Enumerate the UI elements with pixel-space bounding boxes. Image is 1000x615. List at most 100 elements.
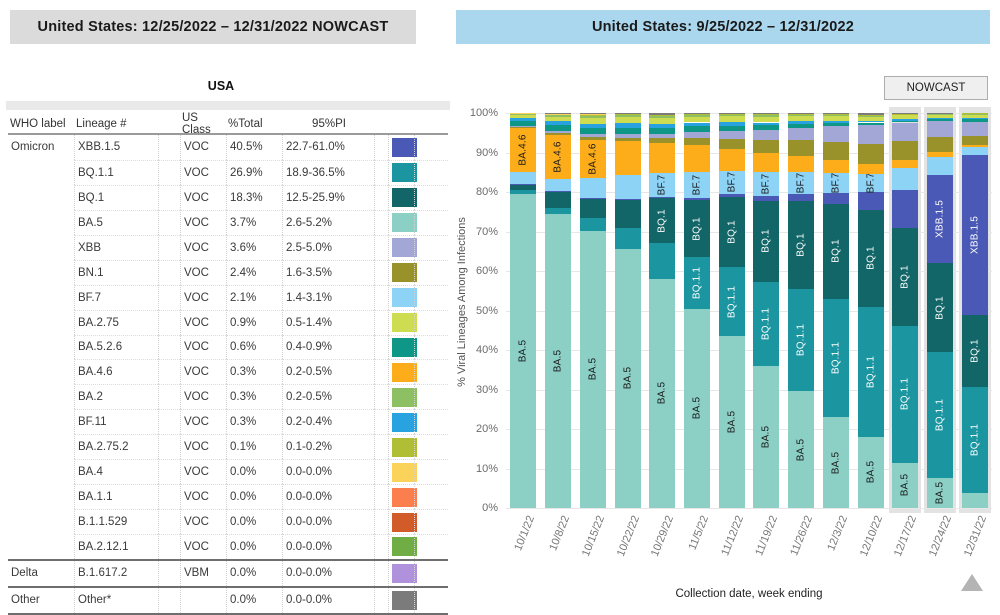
segment-XBB.1.5[interactable] xyxy=(649,196,676,198)
segment-BF.7[interactable]: BF.7 xyxy=(718,170,745,194)
segment-XBB[interactable] xyxy=(614,134,641,138)
segment-BA.2[interactable] xyxy=(683,114,710,117)
segment-BA.5[interactable]: BA.5 xyxy=(545,213,572,508)
segment-BA.2.75[interactable] xyxy=(579,117,606,124)
segment-BF.7[interactable]: BF.7 xyxy=(683,172,710,198)
segment-BN.1[interactable] xyxy=(753,139,780,153)
segment-BA.2.75.2[interactable] xyxy=(753,114,780,115)
segment-BN.1[interactable] xyxy=(718,138,745,149)
segment-BA.2[interactable] xyxy=(614,114,641,117)
segment-BQ.1.1[interactable]: BQ.1.1 xyxy=(718,267,745,337)
segment-BA.2.75[interactable] xyxy=(614,116,641,123)
segment-BA.2[interactable] xyxy=(718,114,745,117)
segment-BA.5[interactable]: BA.5 xyxy=(718,336,745,508)
segment-BA.2.75[interactable] xyxy=(788,115,815,122)
segment-BA.2[interactable] xyxy=(857,115,884,117)
segment-BF.7[interactable] xyxy=(926,156,953,175)
segment-BQ.1[interactable]: BQ.1 xyxy=(822,203,849,299)
segment-BA.2.75[interactable] xyxy=(649,117,676,125)
segment-Other[interactable] xyxy=(579,113,606,115)
bar-10/8/22[interactable]: BA.5 BA.4.6 xyxy=(545,113,572,508)
segment-BQ.1.1[interactable] xyxy=(614,227,641,249)
segment-BA.2.75.2[interactable] xyxy=(683,113,710,115)
segment-BF.11[interactable] xyxy=(614,122,641,128)
segment-BA.2[interactable] xyxy=(822,114,849,116)
segment-BN.1[interactable] xyxy=(545,133,572,136)
segment-BQ.1.1[interactable] xyxy=(649,243,676,279)
segment-BF.11[interactable] xyxy=(579,123,606,129)
bar-10/22/22[interactable]: BA.5 xyxy=(614,113,641,508)
segment-BA.5[interactable]: BA.5 xyxy=(822,417,849,508)
segment-BA.5[interactable]: BA.5 xyxy=(683,308,710,508)
segment-BA.5[interactable]: BA.5 xyxy=(649,278,676,508)
segment-BA.2[interactable] xyxy=(961,113,988,115)
segment-BQ.1[interactable]: BQ.1 xyxy=(857,209,884,307)
segment-BA.4.6[interactable] xyxy=(753,152,780,173)
segment-BF.7[interactable] xyxy=(579,178,606,198)
segment-BF.11[interactable] xyxy=(718,122,745,126)
segment-BF.7[interactable] xyxy=(614,175,641,199)
segment-BA.2.75[interactable] xyxy=(510,114,537,119)
segment-BN.1[interactable] xyxy=(614,137,641,142)
segment-BA.5.2.6[interactable] xyxy=(579,128,606,135)
segment-XBB.1.5[interactable] xyxy=(857,192,884,210)
segment-BF.11[interactable] xyxy=(753,122,780,126)
segment-BQ.1.1[interactable] xyxy=(510,190,537,194)
segment-BQ.1[interactable]: BQ.1 xyxy=(926,263,953,352)
segment-BA.2[interactable] xyxy=(892,114,919,116)
segment-BF.11[interactable] xyxy=(892,119,919,121)
segment-BA.2.75.2[interactable] xyxy=(822,113,849,115)
segment-BA.2.75.2[interactable] xyxy=(614,113,641,115)
segment-BA.5.2.6[interactable] xyxy=(683,126,710,132)
segment-BA.5[interactable]: BA.5 xyxy=(926,478,953,508)
bar-12/10/22[interactable]: BA.5 BQ.1.1 BQ.1 BF.7 xyxy=(857,113,884,508)
segment-XBB[interactable] xyxy=(510,126,537,128)
segment-BA.2.75[interactable] xyxy=(822,115,849,121)
segment-XBB[interactable] xyxy=(579,134,606,138)
segment-BA.2.75[interactable] xyxy=(926,114,953,119)
segment-BA.4.6[interactable] xyxy=(822,160,849,174)
segment-BF.7[interactable]: BF.7 xyxy=(822,173,849,193)
segment-BF.7[interactable]: BF.7 xyxy=(753,172,780,196)
segment-BF.11[interactable] xyxy=(961,118,988,120)
segment-BA.2.75[interactable] xyxy=(857,116,884,121)
segment-XBB[interactable] xyxy=(788,127,815,141)
segment-BA.4.6[interactable] xyxy=(649,143,676,174)
segment-BA.5[interactable]: BA.5 xyxy=(510,193,537,508)
segment-BN.1[interactable] xyxy=(892,141,919,161)
segment-BN.1[interactable] xyxy=(926,137,953,153)
segment-BQ.1[interactable]: BQ.1 xyxy=(892,227,919,327)
segment-BA.2.75[interactable] xyxy=(683,116,710,123)
segment-Other[interactable] xyxy=(788,113,815,114)
segment-BF.11[interactable] xyxy=(649,124,676,129)
segment-BA.2[interactable] xyxy=(510,114,537,115)
segment-BA.4.6[interactable] xyxy=(857,163,884,175)
bar-12/31/22[interactable]: BQ.1.1 BQ.1 XBB.1.5 xyxy=(961,113,988,508)
segment-XBB.1.5[interactable] xyxy=(892,190,919,228)
bar-12/17/22[interactable]: BA.5 BQ.1.1 BQ.1 xyxy=(892,113,919,508)
segment-BA.5.2.6[interactable] xyxy=(961,119,988,122)
segment-XBB[interactable] xyxy=(961,121,988,136)
segment-BA.2[interactable] xyxy=(545,115,572,117)
segment-BA.4.6[interactable] xyxy=(788,156,815,172)
segment-BN.1[interactable] xyxy=(857,144,884,164)
segment-BA.2.75.2[interactable] xyxy=(788,113,815,115)
segment-XBB[interactable] xyxy=(822,126,849,143)
segment-BQ.1.1[interactable]: BQ.1.1 xyxy=(822,298,849,418)
segment-BF.7[interactable]: BF.7 xyxy=(649,173,676,197)
segment-BA.5.2.6[interactable] xyxy=(753,125,780,130)
segment-BA.5[interactable]: BA.5 xyxy=(892,462,919,508)
bar-12/3/22[interactable]: BA.5 BQ.1.1 BQ.1 BF.7 xyxy=(822,113,849,508)
segment-XBB[interactable] xyxy=(545,131,572,134)
segment-BA.4.6[interactable]: BA.4.6 xyxy=(510,128,537,172)
bar-10/29/22[interactable]: BA.5 BQ.1 BF.7 xyxy=(649,113,676,508)
segment-BF.11[interactable] xyxy=(545,121,572,126)
segment-BN.1[interactable] xyxy=(649,138,676,144)
segment-BA.5.2.6[interactable] xyxy=(614,127,641,135)
segment-BA.2[interactable] xyxy=(926,113,953,115)
segment-XBB.1.5[interactable] xyxy=(718,193,745,197)
segment-Other[interactable] xyxy=(545,113,572,114)
bar-12/24/22[interactable]: BA.5 BQ.1.1 BQ.1 XBB.1.5 xyxy=(926,113,953,508)
bar-10/1/22[interactable]: BA.5 BA.4.6 xyxy=(510,113,537,508)
segment-BA.4.6[interactable] xyxy=(926,152,953,157)
